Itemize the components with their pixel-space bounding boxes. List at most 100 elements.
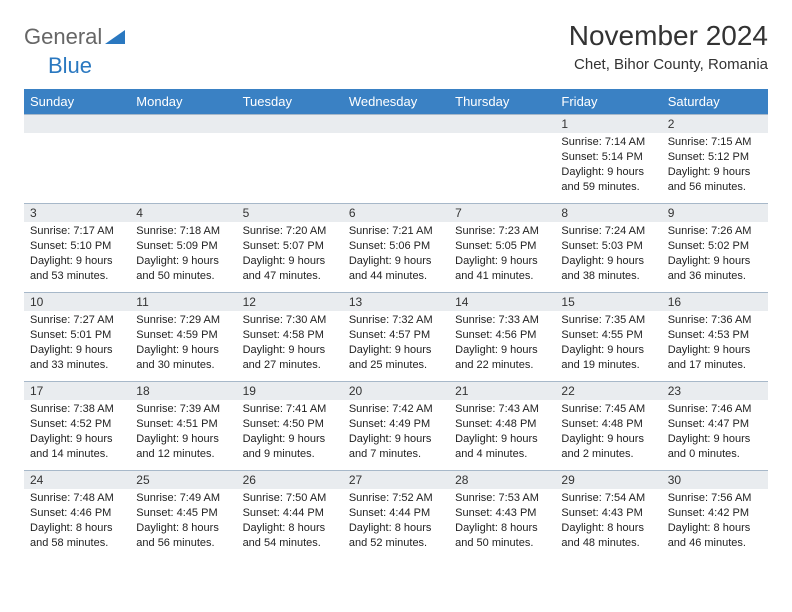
calendar-day-cell: 29Sunrise: 7:54 AMSunset: 4:43 PMDayligh…	[555, 471, 661, 560]
calendar-week-row: 10Sunrise: 7:27 AMSunset: 5:01 PMDayligh…	[24, 293, 768, 382]
day-info-line: Sunrise: 7:29 AM	[136, 313, 230, 328]
day-content: Sunrise: 7:54 AMSunset: 4:43 PMDaylight:…	[555, 489, 661, 554]
day-info-line: Sunset: 4:47 PM	[668, 417, 762, 432]
calendar-day-cell: 26Sunrise: 7:50 AMSunset: 4:44 PMDayligh…	[237, 471, 343, 560]
title-block: November 2024 Chet, Bihor County, Romani…	[569, 20, 768, 73]
day-info-line: Sunrise: 7:30 AM	[243, 313, 337, 328]
calendar-day-cell: 19Sunrise: 7:41 AMSunset: 4:50 PMDayligh…	[237, 382, 343, 471]
day-number: 25	[130, 471, 236, 489]
day-info-line: Sunrise: 7:15 AM	[668, 135, 762, 150]
day-info-line: Sunset: 4:46 PM	[30, 506, 124, 521]
day-info-line: Daylight: 9 hours and 17 minutes.	[668, 343, 762, 373]
calendar-day-cell: 16Sunrise: 7:36 AMSunset: 4:53 PMDayligh…	[662, 293, 768, 382]
day-info-line: Sunrise: 7:17 AM	[30, 224, 124, 239]
calendar-day-cell: 22Sunrise: 7:45 AMSunset: 4:48 PMDayligh…	[555, 382, 661, 471]
calendar-day-cell	[449, 115, 555, 204]
weekday-header: Tuesday	[237, 89, 343, 115]
day-info-line: Sunset: 5:01 PM	[30, 328, 124, 343]
day-info-line: Sunset: 5:02 PM	[668, 239, 762, 254]
day-info-line: Sunset: 5:14 PM	[561, 150, 655, 165]
weekday-header: Thursday	[449, 89, 555, 115]
calendar-table: SundayMondayTuesdayWednesdayThursdayFrid…	[24, 89, 768, 559]
day-info-line: Sunrise: 7:36 AM	[668, 313, 762, 328]
day-content: Sunrise: 7:35 AMSunset: 4:55 PMDaylight:…	[555, 311, 661, 376]
calendar-day-cell: 17Sunrise: 7:38 AMSunset: 4:52 PMDayligh…	[24, 382, 130, 471]
day-info-line: Daylight: 9 hours and 2 minutes.	[561, 432, 655, 462]
day-number: 13	[343, 293, 449, 311]
day-info-line: Sunset: 4:49 PM	[349, 417, 443, 432]
calendar-day-cell: 13Sunrise: 7:32 AMSunset: 4:57 PMDayligh…	[343, 293, 449, 382]
day-info-line: Sunset: 4:44 PM	[349, 506, 443, 521]
day-number: 23	[662, 382, 768, 400]
day-content: Sunrise: 7:39 AMSunset: 4:51 PMDaylight:…	[130, 400, 236, 465]
day-info-line: Sunset: 4:48 PM	[455, 417, 549, 432]
day-number: 3	[24, 204, 130, 222]
calendar-day-cell: 25Sunrise: 7:49 AMSunset: 4:45 PMDayligh…	[130, 471, 236, 560]
calendar-header-row: SundayMondayTuesdayWednesdayThursdayFrid…	[24, 89, 768, 115]
calendar-day-cell: 6Sunrise: 7:21 AMSunset: 5:06 PMDaylight…	[343, 204, 449, 293]
weekday-header: Sunday	[24, 89, 130, 115]
day-info-line: Sunrise: 7:27 AM	[30, 313, 124, 328]
day-info-line: Sunrise: 7:56 AM	[668, 491, 762, 506]
day-info-line: Daylight: 9 hours and 50 minutes.	[136, 254, 230, 284]
calendar-day-cell	[343, 115, 449, 204]
day-info-line: Sunset: 5:07 PM	[243, 239, 337, 254]
day-info-line: Sunrise: 7:45 AM	[561, 402, 655, 417]
day-info-line: Sunrise: 7:18 AM	[136, 224, 230, 239]
calendar-day-cell: 11Sunrise: 7:29 AMSunset: 4:59 PMDayligh…	[130, 293, 236, 382]
day-number: 14	[449, 293, 555, 311]
day-number: 4	[130, 204, 236, 222]
day-info-line: Sunset: 4:57 PM	[349, 328, 443, 343]
calendar-day-cell: 2Sunrise: 7:15 AMSunset: 5:12 PMDaylight…	[662, 115, 768, 204]
day-number: 26	[237, 471, 343, 489]
day-info-line: Sunset: 4:43 PM	[561, 506, 655, 521]
day-content: Sunrise: 7:53 AMSunset: 4:43 PMDaylight:…	[449, 489, 555, 554]
day-info-line: Sunset: 4:50 PM	[243, 417, 337, 432]
calendar-body: 1Sunrise: 7:14 AMSunset: 5:14 PMDaylight…	[24, 115, 768, 560]
logo: General	[24, 20, 125, 50]
day-content: Sunrise: 7:45 AMSunset: 4:48 PMDaylight:…	[555, 400, 661, 465]
calendar-day-cell: 24Sunrise: 7:48 AMSunset: 4:46 PMDayligh…	[24, 471, 130, 560]
day-info-line: Sunset: 5:09 PM	[136, 239, 230, 254]
logo-word-blue: Blue	[24, 53, 92, 78]
calendar-week-row: 24Sunrise: 7:48 AMSunset: 4:46 PMDayligh…	[24, 471, 768, 560]
calendar-week-row: 17Sunrise: 7:38 AMSunset: 4:52 PMDayligh…	[24, 382, 768, 471]
day-number: 7	[449, 204, 555, 222]
day-info-line: Daylight: 9 hours and 27 minutes.	[243, 343, 337, 373]
day-info-line: Daylight: 9 hours and 36 minutes.	[668, 254, 762, 284]
day-number	[237, 115, 343, 133]
calendar-day-cell: 14Sunrise: 7:33 AMSunset: 4:56 PMDayligh…	[449, 293, 555, 382]
calendar-day-cell	[24, 115, 130, 204]
day-number: 9	[662, 204, 768, 222]
day-info-line: Daylight: 9 hours and 38 minutes.	[561, 254, 655, 284]
day-info-line: Daylight: 9 hours and 22 minutes.	[455, 343, 549, 373]
day-info-line: Daylight: 9 hours and 30 minutes.	[136, 343, 230, 373]
day-number: 17	[24, 382, 130, 400]
day-info-line: Sunset: 4:42 PM	[668, 506, 762, 521]
calendar-day-cell: 9Sunrise: 7:26 AMSunset: 5:02 PMDaylight…	[662, 204, 768, 293]
calendar-day-cell: 20Sunrise: 7:42 AMSunset: 4:49 PMDayligh…	[343, 382, 449, 471]
day-number: 29	[555, 471, 661, 489]
day-info-line: Daylight: 9 hours and 33 minutes.	[30, 343, 124, 373]
day-content: Sunrise: 7:50 AMSunset: 4:44 PMDaylight:…	[237, 489, 343, 554]
day-content: Sunrise: 7:15 AMSunset: 5:12 PMDaylight:…	[662, 133, 768, 198]
calendar-week-row: 1Sunrise: 7:14 AMSunset: 5:14 PMDaylight…	[24, 115, 768, 204]
day-content: Sunrise: 7:38 AMSunset: 4:52 PMDaylight:…	[24, 400, 130, 465]
day-info-line: Daylight: 8 hours and 50 minutes.	[455, 521, 549, 551]
day-info-line: Daylight: 9 hours and 19 minutes.	[561, 343, 655, 373]
day-info-line: Daylight: 9 hours and 12 minutes.	[136, 432, 230, 462]
day-info-line: Sunset: 5:06 PM	[349, 239, 443, 254]
calendar-day-cell: 5Sunrise: 7:20 AMSunset: 5:07 PMDaylight…	[237, 204, 343, 293]
calendar-week-row: 3Sunrise: 7:17 AMSunset: 5:10 PMDaylight…	[24, 204, 768, 293]
day-info-line: Sunset: 4:48 PM	[561, 417, 655, 432]
day-number: 28	[449, 471, 555, 489]
day-number: 11	[130, 293, 236, 311]
day-content	[130, 133, 236, 139]
day-info-line: Sunset: 4:43 PM	[455, 506, 549, 521]
day-content: Sunrise: 7:42 AMSunset: 4:49 PMDaylight:…	[343, 400, 449, 465]
calendar-day-cell: 12Sunrise: 7:30 AMSunset: 4:58 PMDayligh…	[237, 293, 343, 382]
day-content: Sunrise: 7:27 AMSunset: 5:01 PMDaylight:…	[24, 311, 130, 376]
weekday-header: Wednesday	[343, 89, 449, 115]
day-info-line: Sunrise: 7:14 AM	[561, 135, 655, 150]
day-content: Sunrise: 7:17 AMSunset: 5:10 PMDaylight:…	[24, 222, 130, 287]
